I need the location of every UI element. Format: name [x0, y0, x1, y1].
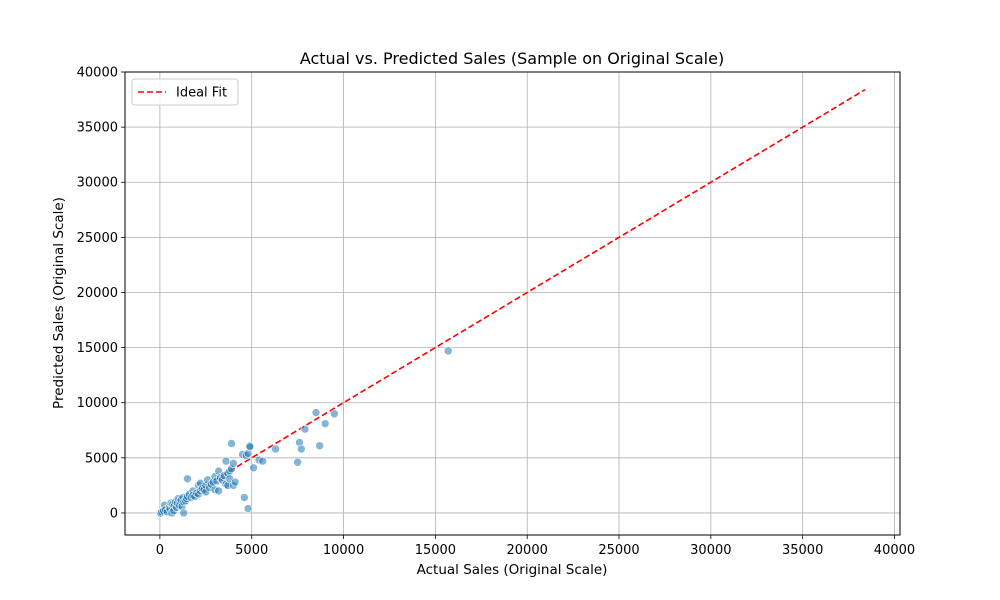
y-tick-label: 40000: [77, 66, 118, 81]
x-tick-label: 35000: [782, 543, 823, 558]
data-point: [330, 409, 339, 419]
data-point: [179, 508, 189, 518]
y-tick-label: 20000: [77, 286, 118, 301]
y-tick-label: 15000: [77, 341, 118, 356]
plot-frame: [124, 71, 901, 536]
data-point: [183, 474, 192, 484]
data-point: [320, 419, 330, 428]
ideal-fit-line: [159, 88, 866, 514]
x-tick-label: 5000: [235, 543, 268, 558]
data-point: [297, 444, 306, 454]
data-point: [245, 442, 255, 452]
y-tick-label: 0: [110, 506, 118, 521]
legend-box: [131, 78, 239, 106]
data-point: [300, 424, 310, 434]
y-tick-label: 25000: [77, 231, 118, 246]
data-point: [249, 463, 258, 473]
data-point: [230, 477, 240, 487]
legend-ideal-fit-label: Ideal Fit: [176, 86, 227, 101]
chart-title: Actual vs. Predicted Sales (Sample on Or…: [300, 49, 724, 68]
data-point: [240, 493, 249, 502]
data-point: [221, 456, 231, 466]
data-point: [258, 456, 268, 466]
data-point: [243, 504, 253, 513]
data-point: [271, 444, 280, 454]
data-point: [229, 459, 238, 468]
y-tick-label: 10000: [77, 396, 118, 411]
legend: Ideal Fit: [131, 78, 239, 106]
ideal-fit-line-layer: [159, 88, 866, 514]
x-tick-label: 25000: [598, 543, 639, 558]
x-tick-label: 40000: [874, 543, 915, 558]
grid-lines: [125, 71, 900, 535]
x-tick-label: 30000: [690, 543, 731, 558]
data-point: [315, 441, 324, 451]
y-tick-label: 35000: [77, 121, 118, 136]
y-axis-title: Predicted Sales (Original Scale): [51, 197, 67, 409]
data-point: [311, 408, 321, 417]
data-point: [214, 486, 223, 496]
x-tick-label: 20000: [507, 543, 548, 558]
y-axis-ticks: 0 5000 10000 15000 20000 25000 30000 35000 40000: [77, 66, 125, 521]
y-tick-label: 5000: [85, 451, 118, 466]
data-point: [443, 346, 453, 356]
data-point: [293, 457, 302, 467]
y-tick-label: 30000: [77, 176, 118, 191]
data-point: [227, 439, 236, 448]
data-points: [155, 346, 453, 518]
x-axis-title: Actual Sales (Original Scale): [417, 562, 608, 578]
x-tick-label: 15000: [415, 543, 456, 558]
x-tick-label: 10000: [323, 543, 364, 558]
x-axis-ticks: 0 5000 10000 15000 20000 25000 30000 35000 40000: [156, 535, 915, 558]
x-tick-label: 0: [156, 543, 164, 558]
